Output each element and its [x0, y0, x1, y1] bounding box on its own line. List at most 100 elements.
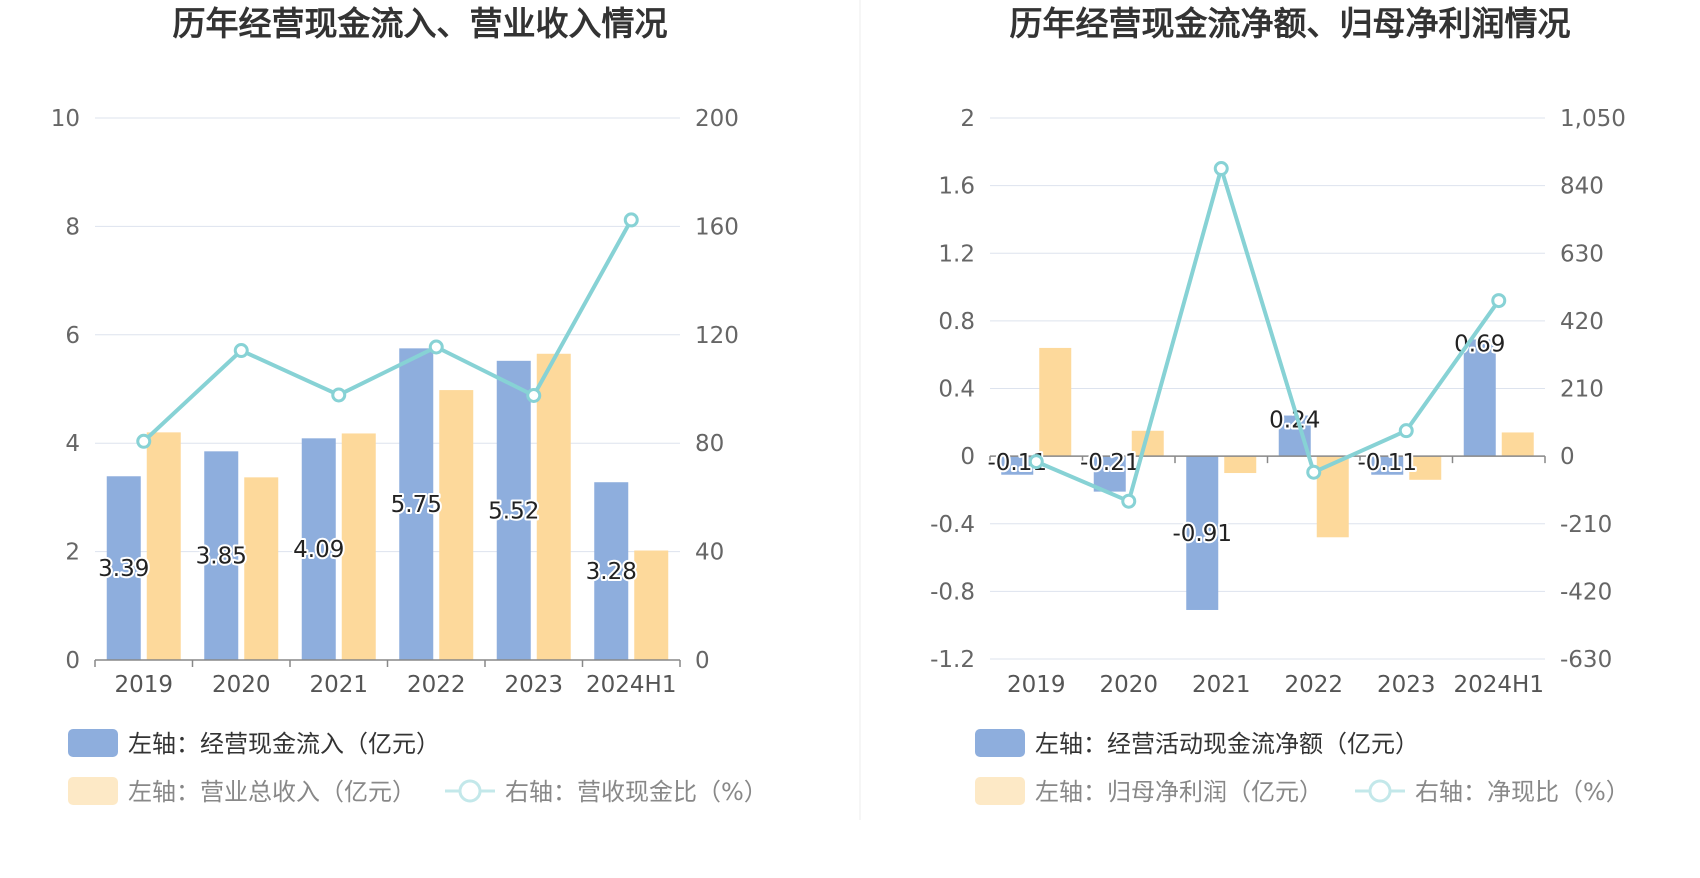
bar-secondary [341, 433, 376, 660]
y-right-tick-label: 0 [695, 648, 710, 674]
bar-primary [1093, 456, 1126, 492]
x-tick-label: 2020 [212, 672, 271, 698]
y-right-tick-label: 120 [695, 323, 739, 349]
ratio-point [428, 339, 444, 355]
y-right-tick-label: -210 [1560, 512, 1612, 538]
bar-primary [1371, 456, 1404, 475]
chart2-legend: 左轴：经营活动现金流净额（亿元） 左轴：归母净利润（亿元） 右轴：净现比（%） [975, 729, 1630, 806]
ratio-line [142, 218, 633, 443]
y-left-tick-label: -0.8 [930, 579, 975, 605]
y-right-tick-label: 80 [695, 431, 724, 457]
ratio-point [526, 388, 542, 404]
ratio-line [1035, 166, 1501, 504]
bar-primary [1001, 456, 1034, 475]
legend-label: 左轴：归母净利润（亿元） [1035, 778, 1323, 806]
ratio-point [1491, 293, 1507, 309]
legend-swatch-marker [1368, 779, 1392, 803]
bar-primary [204, 451, 239, 660]
y-left-tick-label: 0 [960, 444, 975, 470]
ratio-point [331, 387, 347, 403]
bar-secondary [1409, 456, 1442, 480]
bar-secondary [439, 390, 474, 660]
x-tick-label: 2021 [1192, 672, 1251, 698]
bar-primary [399, 348, 434, 660]
chart1-legend-item-ratio[interactable]: 右轴：营收现金比（%） [445, 778, 768, 806]
x-tick-label: 2019 [1007, 672, 1066, 698]
chart1-plot: 0 2 4 6 8 10 0 40 80 120 160 200 2019 2020 2021 2022 202… [51, 106, 739, 698]
bar-data-label: 5.75 [391, 492, 442, 518]
y-left-tick-label: 2 [960, 106, 975, 132]
x-tick-label: 2024H1 [586, 672, 676, 698]
bar-primary [1186, 456, 1219, 610]
bar-data-label: 5.52 [488, 498, 539, 524]
bar-data-label: 4.09 [293, 537, 344, 563]
y-left-tick-label: 0.8 [938, 309, 975, 335]
ratio-point [1306, 464, 1322, 480]
y-right-tick-label: -420 [1560, 579, 1612, 605]
chart1-legend-item-cash-inflow[interactable]: 左轴：经营现金流入（亿元） [68, 729, 440, 758]
ratio-point [1121, 493, 1137, 509]
bar-data-label: 3.39 [98, 556, 149, 582]
legend-swatch-bar-secondary [68, 777, 118, 805]
y-left-tick-label: 8 [65, 214, 80, 240]
bar-data-label: -0.11 [1357, 450, 1417, 476]
chart2-legend-item-net-cash[interactable]: 左轴：经营活动现金流净额（亿元） [975, 729, 1419, 758]
x-tick-label: 2019 [114, 672, 173, 698]
bar-data-label: -0.91 [1172, 521, 1232, 547]
legend-label: 右轴：净现比（%） [1415, 778, 1630, 806]
y-left-tick-label: -0.4 [930, 512, 975, 538]
y-right-tick-label: 840 [1560, 174, 1604, 200]
x-tick-label: 2021 [309, 672, 368, 698]
x-tick-label: 2023 [1377, 672, 1436, 698]
bar-data-label: 3.85 [196, 544, 247, 570]
chart2-legend-item-ratio[interactable]: 右轴：净现比（%） [1355, 778, 1630, 806]
y-right-tick-label: 40 [695, 540, 724, 566]
bar-secondary [536, 353, 571, 660]
ratio-point [623, 212, 639, 228]
chart2-legend-item-net-profit[interactable]: 左轴：归母净利润（亿元） [975, 777, 1323, 806]
legend-swatch-bar-primary [975, 729, 1025, 757]
legend-label: 右轴：营收现金比（%） [505, 778, 768, 806]
y-right-tick-label: 630 [1560, 241, 1604, 267]
bar-data-label: 3.28 [586, 559, 637, 585]
legend-swatch-marker [458, 779, 482, 803]
x-tick-label: 2020 [1099, 672, 1158, 698]
x-tick-label: 2022 [407, 672, 466, 698]
bar-secondary [244, 477, 279, 660]
y-left-tick-label: 2 [65, 540, 80, 566]
chart2-title: 历年经营现金流净额、归母净利润情况 [1010, 4, 1571, 43]
y-right-tick-label: -630 [1560, 647, 1612, 673]
x-tick-label: 2023 [504, 672, 563, 698]
y-right-tick-label: 200 [695, 106, 739, 132]
bar-primary [301, 438, 336, 660]
bar-secondary [1039, 347, 1072, 457]
bar-primary [496, 360, 531, 660]
y-left-tick-label: 1.2 [938, 241, 975, 267]
chart2-plot: -1.2 -0.8 -0.4 0 0.4 0.8 1.2 1.6 2 -630 -420 -210 0 2… [930, 106, 1626, 698]
y-right-tick-label: 210 [1560, 377, 1604, 403]
bar-primary [106, 476, 141, 660]
y-left-tick-label: 6 [65, 323, 80, 349]
y-left-tick-label: -1.2 [930, 647, 975, 673]
legend-label: 左轴：营业总收入（亿元） [128, 778, 416, 806]
bar-primary [594, 482, 629, 660]
ratio-point [233, 343, 249, 359]
y-right-tick-label: 160 [695, 214, 739, 240]
x-tick-label: 2022 [1284, 672, 1343, 698]
legend-swatch-bar-primary [68, 729, 118, 757]
y-right-tick-label: 420 [1560, 309, 1604, 335]
bar-primary [1463, 339, 1496, 457]
legend-label: 左轴：经营活动现金流净额（亿元） [1035, 730, 1419, 758]
x-tick-label: 2024H1 [1454, 672, 1544, 698]
bar-data-label: -0.21 [1080, 450, 1140, 476]
legend-label: 左轴：经营现金流入（亿元） [128, 730, 440, 758]
y-left-tick-label: 0.4 [938, 377, 975, 403]
ratio-point [136, 433, 152, 449]
chart1-legend-item-revenue[interactable]: 左轴：营业总收入（亿元） [68, 777, 416, 806]
legend-swatch-bar-secondary [975, 777, 1025, 805]
chart1-legend: 左轴：经营现金流入（亿元） 左轴：营业总收入（亿元） 右轴：营收现金比（%） [68, 729, 768, 806]
ratio-point [1028, 454, 1044, 470]
bar-secondary [1224, 456, 1257, 474]
y-left-tick-label: 1.6 [938, 174, 975, 200]
